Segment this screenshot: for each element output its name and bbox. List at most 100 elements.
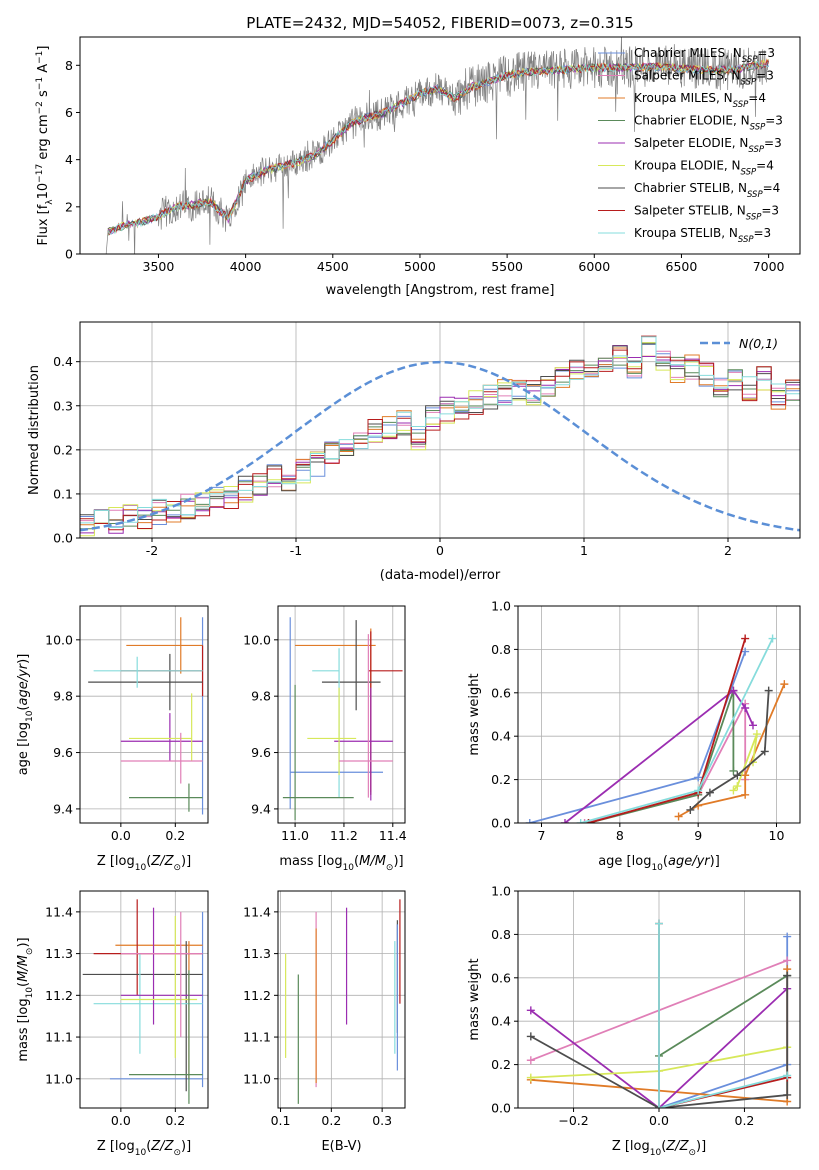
y-tick-label: 0.6: [491, 685, 511, 700]
y-tick-label: 0.0: [491, 816, 511, 831]
weight-marker-kroupa_stelib: [655, 919, 663, 928]
y-axis-label: age [log10(age/yr)]: [16, 654, 35, 776]
weight-marker-chabrier_miles: [525, 819, 534, 823]
y-tick-label: 6: [65, 105, 73, 120]
x-tick-label: 0.0: [111, 828, 131, 843]
x-tick-label: 11.2: [330, 828, 358, 843]
y-tick-label: 11.0: [243, 1071, 271, 1086]
legend-entry-kroupa_miles: Kroupa MILES, NSSP=4: [634, 91, 766, 110]
y-tick-label: 0: [65, 247, 73, 262]
y-tick-label: 11.3: [243, 946, 271, 961]
axes-frame: [517, 605, 801, 824]
x-tick-label: 0.1: [271, 1113, 291, 1128]
y-tick-label: 11.2: [45, 988, 73, 1003]
x-tick-label: 0.2: [321, 1113, 341, 1128]
panel-mass_vs_ebv: 0.1 0.2 0.3 11.0 11.1 11.2 11.3 11.4 E(B-V): [243, 890, 406, 1154]
axes-frame: [79, 605, 209, 824]
weight-line-chabrier_elodie: [588, 690, 735, 823]
normal-curve: [80, 360, 800, 532]
weight-marker-kroupa_miles: [741, 790, 750, 799]
weight-marker-kroupa_stelib: [655, 1104, 663, 1108]
y-tick-label: 11.2: [243, 988, 271, 1003]
x-tick-label: 7000: [753, 259, 785, 274]
weight-marker-kroupa_elodie: [733, 782, 742, 791]
weight-marker-chabrier_miles: [741, 647, 750, 656]
y-tick-label: 0.4: [53, 354, 73, 369]
weight-marker-kroupa_miles: [674, 812, 683, 821]
x-tick-label: -2: [146, 543, 158, 558]
y-tick-label: 11.1: [243, 1030, 271, 1045]
y-tick-label: 0.2: [491, 1057, 511, 1072]
x-tick-label: 8: [616, 828, 624, 843]
legend-entry-salpeter_elodie: Salpeter ELODIE, NSSP=3: [634, 136, 782, 155]
y-tick-label: 9.6: [53, 745, 73, 760]
weight-line-salpeter_miles: [584, 703, 747, 823]
weight-line-salpeter_elodie: [530, 987, 788, 1108]
weight-marker-chabrier_stelib: [733, 771, 742, 780]
plot-area-mass_weight_vs_age: [525, 634, 789, 823]
weight-line-salpeter_stelib: [588, 638, 747, 823]
weight-marker-salpeter_miles: [526, 1056, 535, 1065]
y-tick-label: 0.3: [53, 398, 73, 413]
weight-marker-kroupa_stelib: [783, 1071, 792, 1080]
histogram-salpeter_stelib: [80, 335, 800, 531]
y-tick-label: 0.4: [491, 1014, 511, 1029]
weight-line-kroupa_elodie: [732, 733, 758, 792]
y-tick-label: 9.8: [53, 689, 73, 704]
x-tick-label: 0: [436, 543, 444, 558]
plot-area-mass_vs_ebv: [285, 899, 401, 1104]
y-tick-label: 1.0: [491, 599, 511, 614]
legend-entry-chabrier_miles: Chabrier MILES, NSSP=3: [634, 46, 775, 65]
x-tick-label: 0.2: [165, 1113, 185, 1128]
y-tick-label: 0.8: [491, 927, 511, 942]
y-tick-label: 0.2: [491, 772, 511, 787]
weight-marker-kroupa_miles: [741, 771, 750, 780]
x-tick-label: 4000: [230, 259, 262, 274]
legend-entry-normal: N(0,1): [739, 336, 778, 351]
y-tick-label: 0.2: [53, 442, 73, 457]
weight-marker-kroupa_elodie: [526, 1073, 535, 1082]
weight-marker-chabrier_stelib: [760, 747, 769, 756]
axes-frame: [79, 890, 209, 1109]
y-tick-label: 9.4: [53, 801, 73, 816]
x-tick-label: 0.2: [165, 828, 185, 843]
x-tick-label: 2: [724, 543, 732, 558]
panel-age_vs_mass: 11.0 11.2 11.4 9.4 9.6 9.8 10.0 mass [log10(M/M…: [243, 605, 407, 873]
y-axis-label: Flux [fλ10−17 erg cm−2 s−1 A−1]: [35, 46, 55, 246]
panel-spectrum: 3500 4000 4500 5000 5500 6000 6500 7000 0 2 4 6 8 wav…: [35, 36, 801, 298]
axes-frame: [277, 890, 406, 1109]
x-axis-label: E(B-V): [321, 1139, 361, 1154]
weight-marker-salpeter_stelib: [741, 634, 750, 643]
weight-marker-kroupa_stelib: [576, 819, 585, 823]
panel-mass_vs_Z: 0.0 0.2 11.0 11.1 11.2 11.3 11.4 Z [log10(Z/Z⊙)…: [16, 890, 209, 1158]
y-axis-label: mass weight: [467, 958, 482, 1040]
weight-marker-kroupa_stelib: [694, 786, 703, 795]
panel-mass_weight_vs_Z: −0.2 0.0 0.2 0.0 0.2 0.4 0.6 0.8 1.0 Z [log10(Z/Z…: [467, 884, 801, 1158]
weight-marker-kroupa_miles: [780, 680, 789, 689]
x-tick-label: 6000: [578, 259, 610, 274]
histogram-kroupa_stelib: [80, 336, 800, 528]
axes-frame: [79, 36, 801, 255]
plot-area-age_vs_Z: [88, 617, 204, 815]
weight-marker-chabrier_stelib: [764, 686, 773, 695]
legend-entry-chabrier_elodie: Chabrier ELODIE, NSSP=3: [634, 114, 783, 133]
x-tick-label: 0.0: [111, 1113, 131, 1128]
x-tick-label: 0.2: [735, 1113, 755, 1128]
plot-area-spectrum: [105, 37, 769, 254]
weight-marker-chabrier_elodie: [729, 766, 738, 775]
x-tick-label: 11.4: [379, 828, 407, 843]
x-tick-label: -1: [290, 543, 302, 558]
x-tick-label: 3500: [143, 259, 175, 274]
weight-marker-salpeter_elodie: [749, 721, 757, 730]
y-tick-label: 0.1: [53, 486, 73, 501]
panel-residuals: -2 -1 0 1 2 0.0 0.1 0.2 0.3 0.4 (data-model)/error…: [27, 321, 801, 583]
plot-layer: 3500 4000 4500 5000 5500 6000 6500 7000 0 2 4 6 8 wav…: [16, 36, 801, 1158]
x-tick-label: 5500: [491, 259, 523, 274]
y-tick-label: 0.4: [491, 729, 511, 744]
plot-area-mass_weight_vs_Z: [526, 919, 792, 1108]
model-kroupa_stelib: [107, 60, 769, 235]
legend-entry-salpeter_stelib: Salpeter STELIB, NSSP=3: [634, 204, 779, 223]
x-axis-label: Z [log10(Z/Z⊙)]: [97, 854, 191, 873]
weight-marker-salpeter_elodie: [729, 686, 738, 695]
